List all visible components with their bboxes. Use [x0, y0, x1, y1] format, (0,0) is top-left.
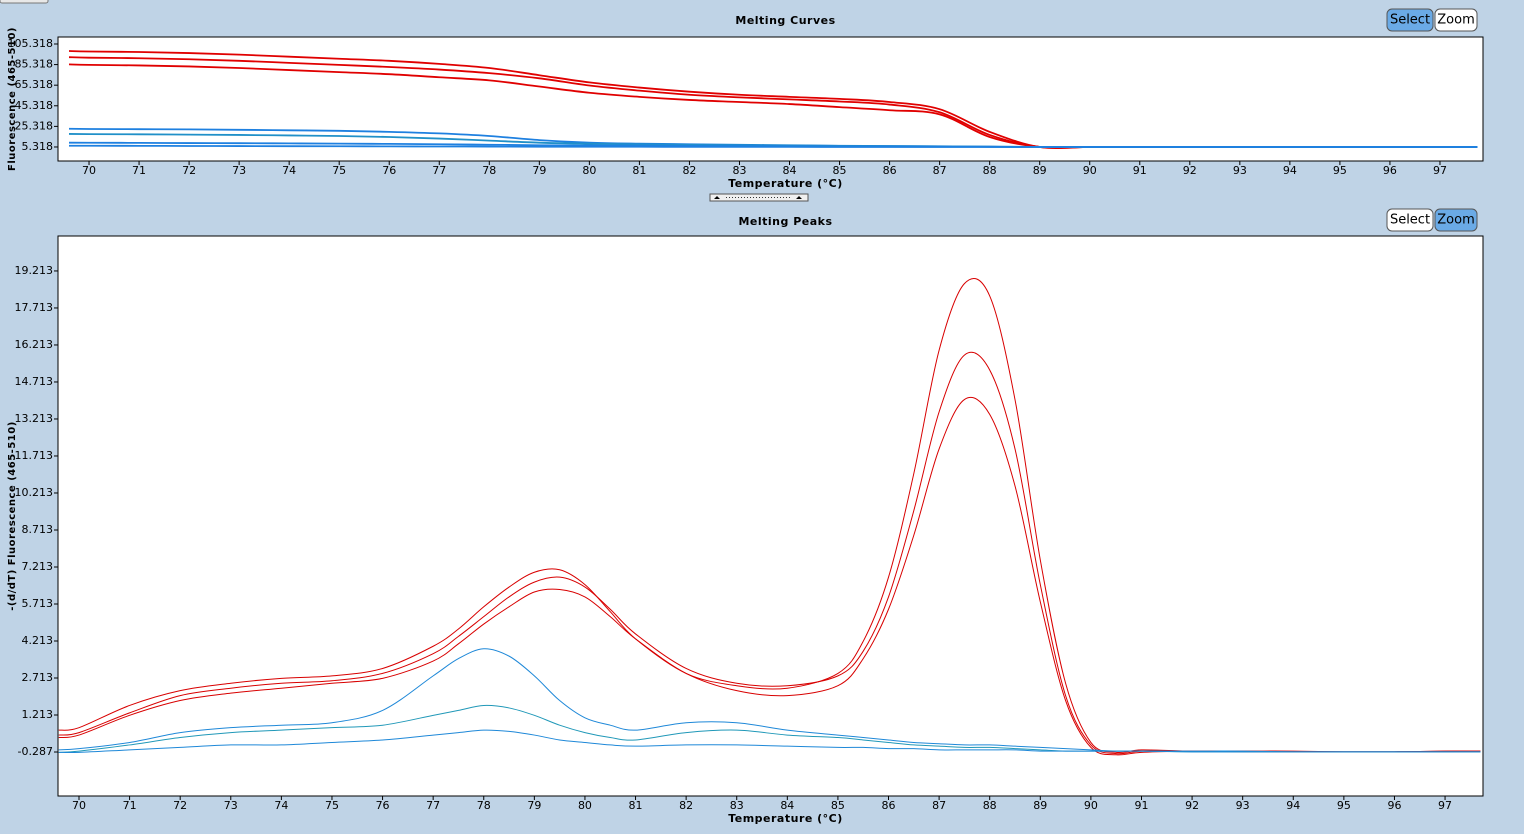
x-tick-label: 75 — [325, 799, 339, 812]
y-tick-label: 17.713 — [15, 301, 54, 314]
x-tick-label: 90 — [1083, 164, 1097, 177]
x-tick-label: 87 — [932, 799, 946, 812]
x-tick-label: 73 — [232, 164, 246, 177]
x-tick-label: 84 — [780, 799, 794, 812]
y-tick-label: 5.713 — [22, 597, 54, 610]
y-tick-label: 19.213 — [15, 264, 54, 277]
button[interactable] — [1434, 8, 1478, 32]
x-tick-label: 83 — [730, 799, 744, 812]
x-tick-label: 81 — [632, 164, 646, 177]
x-tick-label: 70 — [82, 164, 96, 177]
chart-title: Melting Peaks — [738, 215, 832, 228]
x-tick-label: 86 — [883, 164, 897, 177]
x-tick-label: 87 — [933, 164, 947, 177]
x-tick-label: 85 — [831, 799, 845, 812]
x-tick-label: 74 — [282, 164, 296, 177]
y-tick-label: 5.318 — [22, 140, 54, 153]
y-axis-label: -(d/dT) Fluorescence (465-510) — [7, 421, 18, 611]
button-label[interactable]: Select — [1390, 13, 1430, 28]
y-tick-label: 7.213 — [22, 560, 54, 573]
x-tick-label: 71 — [132, 164, 146, 177]
button-label[interactable]: Zoom — [1437, 13, 1474, 28]
x-tick-label: 83 — [732, 164, 746, 177]
x-tick-label: 94 — [1286, 799, 1300, 812]
y-tick-label: 14.713 — [15, 375, 54, 388]
curve — [58, 277, 1481, 754]
x-tick-label: 90 — [1084, 799, 1098, 812]
y-tick-label: 4.213 — [22, 634, 54, 647]
x-tick-label: 73 — [224, 799, 238, 812]
plot-area — [57, 235, 1484, 797]
y-tick-label: 1.213 — [22, 708, 54, 721]
y-tick-label: 11.713 — [15, 449, 54, 462]
x-axis-label: Temperature (°C) — [728, 812, 843, 825]
y-tick-label: 105.318 — [8, 37, 54, 50]
x-tick-label: 91 — [1133, 164, 1147, 177]
y-tick-label: 85.318 — [15, 58, 54, 71]
y-axis-label: Fluorescence (465-510) — [7, 27, 18, 171]
x-tick-label: 82 — [679, 799, 693, 812]
x-tick-label: 80 — [582, 164, 596, 177]
x-tick-label: 76 — [382, 164, 396, 177]
x-tick-label: 76 — [376, 799, 390, 812]
button[interactable] — [1434, 208, 1478, 232]
curve — [58, 396, 1481, 756]
button[interactable] — [1386, 8, 1434, 32]
x-tick-label: 95 — [1333, 164, 1347, 177]
x-tick-label: 89 — [1033, 799, 1047, 812]
x-tick-label: 92 — [1183, 164, 1197, 177]
x-tick-label: 82 — [682, 164, 696, 177]
x-tick-label: 94 — [1283, 164, 1297, 177]
x-tick-label: 72 — [182, 164, 196, 177]
y-tick-label: 10.213 — [15, 486, 54, 499]
x-tick-label: 77 — [426, 799, 440, 812]
y-tick-label: 45.318 — [15, 99, 54, 112]
x-tick-label: 97 — [1433, 164, 1447, 177]
x-tick-label: 74 — [274, 799, 288, 812]
x-tick-label: 88 — [983, 799, 997, 812]
x-tick-label: 72 — [173, 799, 187, 812]
x-tick-label: 78 — [482, 164, 496, 177]
x-tick-label: 96 — [1383, 164, 1397, 177]
curve — [69, 144, 1478, 148]
x-tick-label: 89 — [1033, 164, 1047, 177]
y-tick-label: 8.713 — [22, 523, 54, 536]
button[interactable] — [1386, 208, 1434, 232]
y-tick-label: 2.713 — [22, 671, 54, 684]
y-tick-label: 13.213 — [15, 412, 54, 425]
x-axis-label: Temperature (°C) — [728, 177, 843, 190]
x-tick-label: 78 — [477, 799, 491, 812]
y-tick-label: 16.213 — [15, 338, 54, 351]
x-tick-label: 84 — [783, 164, 797, 177]
y-tick-label: 25.318 — [15, 119, 54, 132]
y-tick-label: 65.318 — [15, 78, 54, 91]
x-tick-label: 81 — [629, 799, 643, 812]
x-tick-label: 70 — [72, 799, 86, 812]
button-label[interactable]: Select — [1390, 213, 1430, 228]
curve — [58, 729, 1481, 754]
x-tick-label: 85 — [833, 164, 847, 177]
chart-title: Melting Curves — [735, 14, 835, 27]
x-tick-label: 93 — [1236, 799, 1250, 812]
x-tick-label: 86 — [882, 799, 896, 812]
x-tick-label: 88 — [983, 164, 997, 177]
x-tick-label: 80 — [578, 799, 592, 812]
x-tick-label: 71 — [123, 799, 137, 812]
x-tick-label: 75 — [332, 164, 346, 177]
x-tick-label: 91 — [1134, 799, 1148, 812]
x-tick-label: 93 — [1233, 164, 1247, 177]
y-tick-label: -0.287 — [18, 745, 53, 758]
button-label[interactable]: Zoom — [1437, 213, 1474, 228]
x-tick-label: 79 — [527, 799, 541, 812]
x-tick-label: 77 — [432, 164, 446, 177]
x-tick-label: 79 — [532, 164, 546, 177]
x-tick-label: 97 — [1438, 799, 1452, 812]
x-tick-label: 96 — [1387, 799, 1401, 812]
x-tick-label: 95 — [1337, 799, 1351, 812]
corner-button[interactable] — [0, 0, 49, 4]
x-tick-label: 92 — [1185, 799, 1199, 812]
